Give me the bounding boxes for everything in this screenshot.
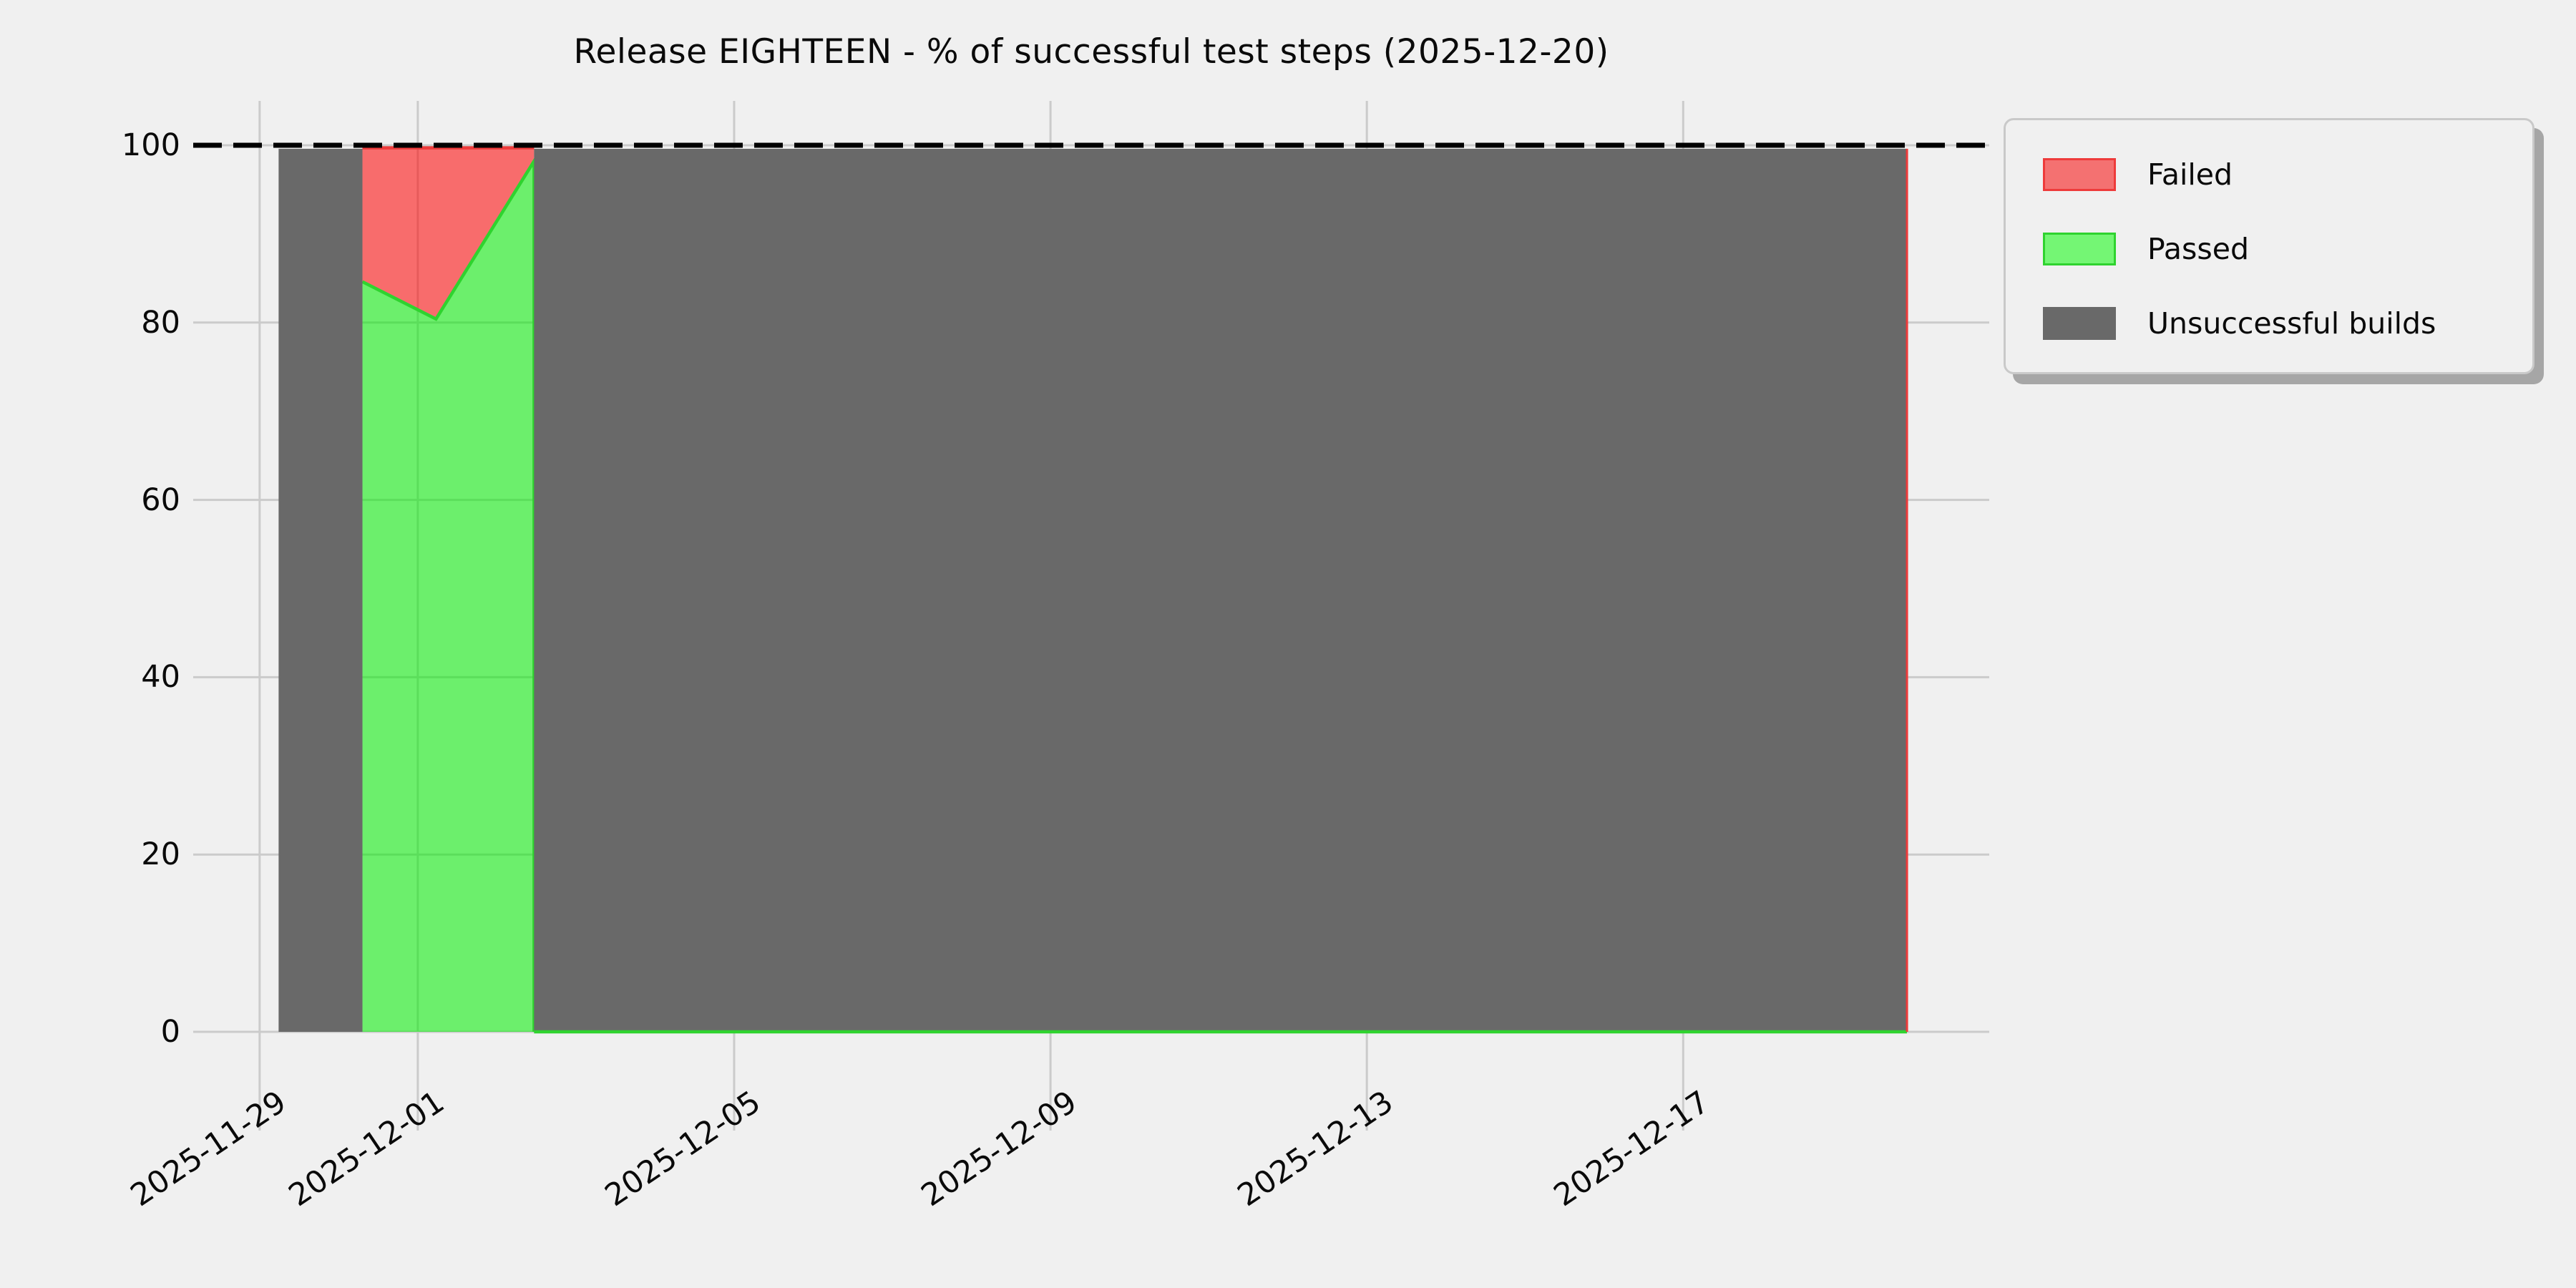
legend-label: Failed [2147, 157, 2233, 192]
legend-label: Passed [2147, 232, 2249, 266]
failed-area [362, 147, 535, 319]
legend-swatch [2043, 307, 2116, 340]
y-tick-label: 40 [141, 659, 180, 696]
passed-area [362, 161, 535, 1033]
unsuccessful-builds-area [278, 148, 363, 1033]
legend-swatch [2043, 233, 2116, 265]
y-tick-label: 100 [121, 127, 180, 163]
legend-entry-passed: Passed [2043, 232, 2511, 266]
chart-title: Release EIGHTEEN - % of successful test … [573, 32, 1609, 72]
legend-entry-failed: Failed [2043, 157, 2511, 192]
y-tick-label: 60 [141, 482, 180, 518]
y-tick-label: 0 [160, 1014, 180, 1050]
legend-label: Unsuccessful builds [2147, 306, 2436, 341]
y-tick-label: 20 [141, 836, 180, 873]
legend: Failed Passed Unsuccessful builds [2004, 118, 2534, 374]
unsuccessful-builds-area [534, 148, 1908, 1033]
y-tick-label: 80 [141, 304, 180, 341]
plot-area [193, 101, 1989, 1131]
legend-swatch [2043, 158, 2116, 191]
x-tick-label: 2025-11-29 [124, 1084, 293, 1214]
passed-edge-line [361, 155, 536, 1033]
legend-entry-unsuccessful-builds: Unsuccessful builds [2043, 306, 2511, 341]
